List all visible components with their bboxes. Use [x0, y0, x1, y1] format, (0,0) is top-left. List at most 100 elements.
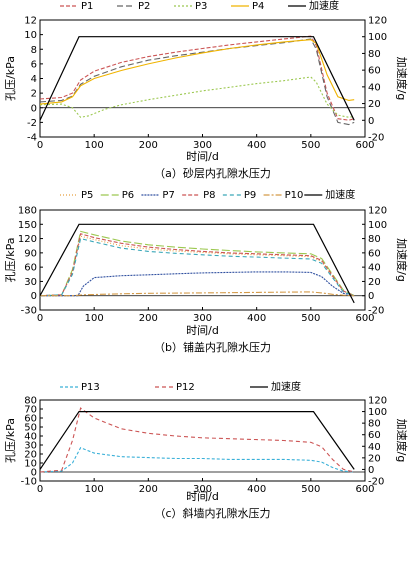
panel-caption: （a）砂层内孔隙水压力 — [154, 166, 271, 180]
y-tick-label: -2 — [27, 118, 37, 129]
x-tick-label: 0 — [37, 313, 43, 324]
series-line-P8 — [40, 233, 355, 297]
series-line-P6 — [40, 230, 355, 297]
x-tick-label: 500 — [301, 140, 320, 151]
y2-tick-label: 80 — [368, 419, 381, 430]
y2-axis-label: 加速度/g — [395, 419, 409, 463]
x-tick-label: 0 — [37, 140, 43, 151]
x-tick-label: 0 — [37, 484, 43, 495]
y2-tick-label: 100 — [368, 407, 387, 418]
y2-tick-label: 80 — [368, 234, 381, 245]
y-tick-label: 0 — [31, 468, 37, 479]
y-tick-label: -10 — [21, 477, 37, 488]
y-tick-label: 10 — [24, 30, 37, 41]
y-tick-label: 12 — [24, 16, 37, 27]
y2-tick-label: -20 — [368, 477, 384, 488]
y-tick-label: 70 — [24, 405, 37, 416]
x-tick-label: 500 — [301, 313, 320, 324]
x-tick-label: 200 — [139, 140, 158, 151]
series-line-P3 — [40, 76, 355, 118]
y-tick-label: 20 — [24, 450, 37, 461]
y2-tick-label: -20 — [368, 133, 384, 144]
y2-tick-label: 20 — [368, 277, 381, 288]
y2-tick-label: 20 — [368, 99, 381, 110]
x-axis-label: 时间/d — [186, 324, 219, 337]
y-tick-label: 10 — [24, 459, 37, 470]
y2-tick-label: 40 — [368, 263, 381, 274]
series-line-P5 — [40, 235, 355, 297]
y2-tick-label: 60 — [368, 248, 381, 259]
legend-label: P8 — [203, 190, 215, 201]
y-axis-label: 孔压/kPa — [4, 418, 17, 463]
series-line-P12 — [40, 407, 355, 473]
y2-tick-label: 120 — [368, 16, 387, 27]
legend-label: 加速度 — [271, 380, 301, 393]
legend-label: P1 — [81, 1, 93, 12]
y2-tick-label: 0 — [368, 116, 374, 127]
x-tick-label: 100 — [85, 140, 104, 151]
legend-label: P5 — [81, 190, 93, 201]
legend-label: P10 — [285, 190, 304, 201]
y2-tick-label: 40 — [368, 442, 381, 453]
y2-tick-label: 80 — [368, 49, 381, 60]
y-tick-label: 40 — [24, 432, 37, 443]
legend-label: P13 — [81, 382, 100, 393]
series-line-P10 — [40, 291, 355, 297]
y-tick-label: 50 — [24, 423, 37, 434]
y-tick-label: 150 — [18, 220, 37, 231]
legend-label: P9 — [244, 190, 256, 201]
y-tick-label: 90 — [24, 248, 37, 259]
legend-label: P4 — [252, 1, 264, 12]
y2-tick-label: 120 — [368, 396, 387, 407]
series-line-P13 — [40, 447, 355, 473]
y-tick-label: 180 — [18, 206, 37, 217]
series-line-P1 — [40, 35, 355, 121]
y2-tick-label: 60 — [368, 66, 381, 77]
x-tick-label: 500 — [301, 484, 320, 495]
y2-tick-label: 20 — [368, 453, 381, 464]
y-tick-label: 60 — [24, 414, 37, 425]
x-tick-label: 600 — [355, 140, 374, 151]
y-tick-label: -4 — [27, 133, 37, 144]
y2-tick-label: 0 — [368, 291, 374, 302]
x-axis-label: 时间/d — [186, 150, 219, 163]
legend-label: 加速度 — [309, 0, 339, 12]
legend-label: 加速度 — [325, 188, 355, 201]
series-line-加速度 — [40, 411, 355, 470]
series-line-加速度 — [40, 223, 355, 304]
panel-caption: （c）斜墙内孔隙水压力 — [154, 506, 270, 520]
y-tick-label: 30 — [24, 277, 37, 288]
y2-tick-label: 100 — [368, 220, 387, 231]
y2-tick-label: 100 — [368, 32, 387, 43]
legend-label: P7 — [162, 190, 174, 201]
legend-label: P3 — [195, 1, 207, 12]
x-tick-label: 600 — [355, 484, 374, 495]
x-tick-label: 600 — [355, 313, 374, 324]
series-line-P9 — [40, 237, 355, 297]
y-axis-label: 孔压/kPa — [4, 238, 17, 283]
y2-tick-label: -20 — [368, 306, 384, 317]
chart-panel-1: 0 100 200 300 400 500 600-300306090120150180-2… — [4, 188, 409, 354]
y-tick-label: 0 — [31, 103, 37, 114]
legend-label: P2 — [138, 1, 150, 12]
y-axis-label: 孔压/kPa — [4, 56, 17, 101]
legend-label: P6 — [122, 190, 134, 201]
y2-tick-label: 60 — [368, 430, 381, 441]
panel-caption: （b）铺盖内孔隙水压力 — [154, 340, 271, 354]
x-tick-label: 100 — [85, 484, 104, 495]
y-tick-label: 0 — [31, 291, 37, 302]
y2-axis-label: 加速度/g — [395, 57, 409, 101]
y2-tick-label: 0 — [368, 465, 374, 476]
y2-axis-label: 加速度/g — [395, 238, 409, 282]
y-tick-label: 120 — [18, 234, 37, 245]
x-tick-label: 200 — [139, 484, 158, 495]
series-line-P4 — [40, 39, 355, 105]
y-tick-label: 6 — [31, 59, 37, 70]
y-tick-label: 8 — [31, 45, 37, 56]
y-tick-label: 80 — [24, 396, 37, 407]
x-tick-label: 400 — [247, 140, 266, 151]
y-tick-label: -30 — [21, 306, 37, 317]
plot-frame — [39, 19, 366, 138]
series-line-P2 — [40, 38, 355, 126]
